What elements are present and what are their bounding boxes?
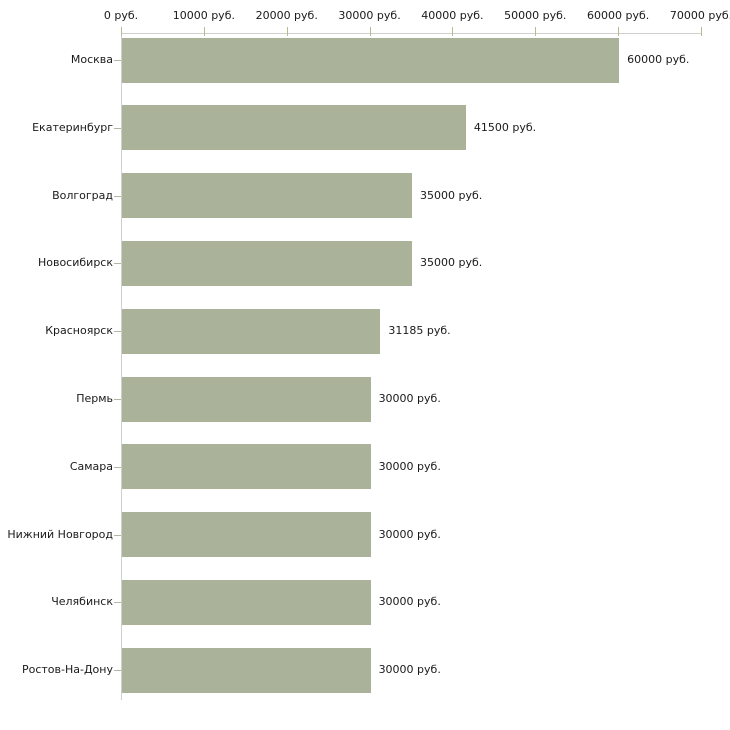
category-label: Нижний Новгород — [7, 527, 113, 541]
bar — [122, 512, 371, 558]
x-axis-tick-label: 20000 руб. — [255, 9, 318, 22]
category-tick-mark — [114, 670, 121, 672]
x-axis-tick-label: 70000 руб. — [669, 9, 730, 22]
x-axis-tick-mark — [618, 27, 620, 36]
bar — [122, 173, 412, 219]
category-label: Ростов-На-Дону — [21, 663, 113, 677]
bar — [122, 647, 371, 693]
x-axis-tick-mark — [701, 27, 702, 36]
x-axis-tick-label: 50000 руб. — [504, 9, 567, 22]
x-axis-tick-mark — [121, 27, 122, 36]
x-axis-tick-label: 60000 руб. — [587, 9, 650, 22]
bar-value-label: 30000 руб. — [378, 459, 441, 473]
category-tick-mark — [114, 534, 121, 536]
bar-value-label: 30000 руб. — [378, 595, 441, 609]
category-tick-mark — [114, 195, 121, 197]
bar-value-label: 41500 руб. — [473, 120, 537, 134]
x-axis-tick-mark — [535, 27, 537, 36]
x-axis-tick-mark — [286, 27, 288, 36]
category-tick-mark — [114, 263, 121, 265]
x-axis-tick-label: 40000 руб. — [421, 9, 484, 22]
bar — [122, 308, 381, 354]
bar-value-label: 35000 руб. — [420, 188, 483, 202]
category-label: Новосибирск — [37, 256, 113, 270]
x-axis-tick-mark — [203, 27, 205, 36]
bar-value-label: 35000 руб. — [420, 256, 483, 270]
bar — [122, 444, 371, 490]
category-label: Екатеринбург — [32, 120, 113, 134]
x-axis-tick-label: 10000 руб. — [172, 9, 235, 22]
x-axis-tick-mark — [452, 27, 454, 36]
bar-value-label: 31185 руб. — [388, 324, 451, 338]
x-axis-tick-label: 0 руб. — [103, 9, 139, 22]
category-tick-mark — [114, 60, 121, 61]
x-axis-tick-mark — [369, 27, 371, 36]
category-label: Волгоград — [52, 188, 113, 202]
category-tick-mark — [114, 602, 121, 604]
bar — [122, 579, 371, 625]
bar-value-label: 30000 руб. — [378, 527, 441, 541]
bar — [122, 240, 412, 286]
bar — [122, 37, 620, 83]
category-tick-mark — [114, 466, 121, 468]
category-label: Красноярск — [45, 324, 113, 338]
category-tick-mark — [114, 127, 121, 129]
x-axis-line — [121, 33, 702, 34]
category-label: Челябинск — [51, 595, 113, 609]
bar-value-label: 30000 руб. — [378, 392, 441, 405]
category-label: Самара — [69, 459, 113, 473]
y-axis-line — [121, 33, 122, 700]
bar-value-label: 30000 руб. — [378, 663, 441, 677]
category-tick-mark — [114, 399, 121, 400]
bar — [122, 376, 371, 422]
category-label: Пермь — [76, 392, 113, 405]
bar — [122, 105, 466, 151]
x-axis-tick-label: 30000 руб. — [338, 9, 401, 22]
category-tick-mark — [114, 331, 121, 333]
category-label: Москва — [70, 53, 113, 66]
bar-value-label: 60000 руб. — [627, 53, 690, 66]
